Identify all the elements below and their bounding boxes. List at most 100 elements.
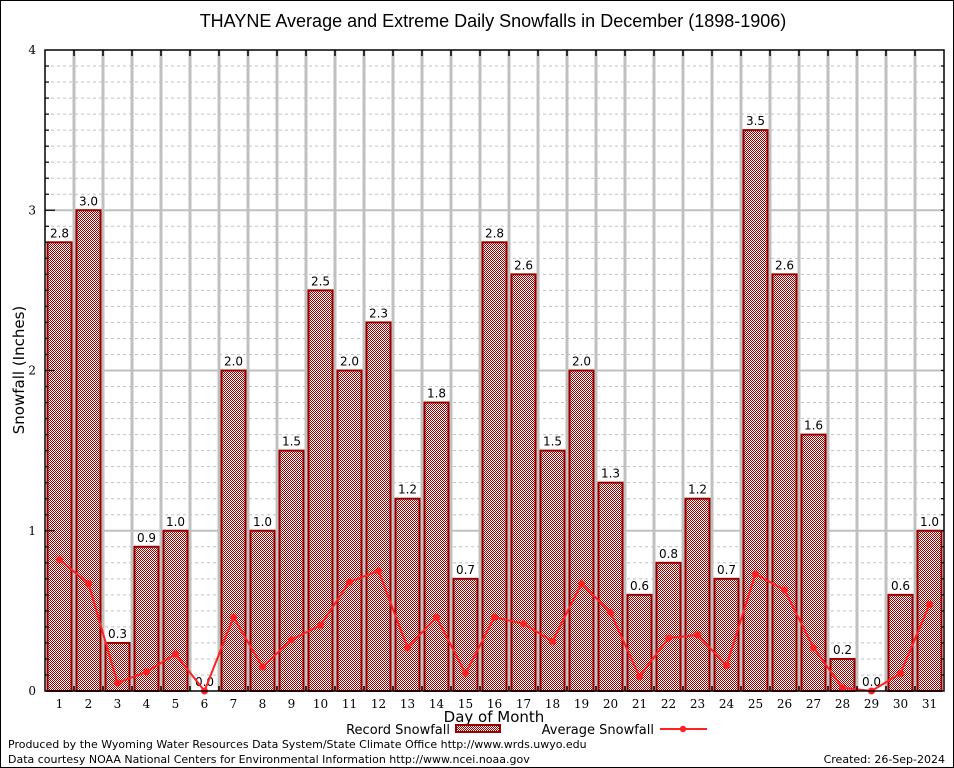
bar-record-day-11 (336, 369, 363, 692)
y-tick-label: 4 (28, 43, 36, 57)
x-tick-label: 18 (545, 697, 560, 711)
x-tick-label: 14 (429, 697, 445, 711)
bar-record-day-13 (394, 497, 421, 693)
bar-label-day-5: 1.0 (166, 515, 185, 529)
bar-label-day-23: 1.2 (688, 483, 707, 497)
x-tick-label: 26 (777, 697, 792, 711)
average-point-day-1 (56, 556, 63, 564)
bar-record-day-2 (75, 209, 102, 692)
x-tick-label: 5 (172, 697, 180, 711)
bar-label-day-22: 0.8 (659, 547, 678, 561)
average-point-day-18 (549, 637, 556, 645)
average-point-day-8 (259, 663, 266, 671)
average-point-day-30 (897, 669, 904, 677)
x-tick-label: 4 (143, 697, 151, 711)
average-point-day-11 (346, 578, 353, 586)
x-tick-label: 9 (288, 697, 296, 711)
x-tick-label: 2 (85, 697, 93, 711)
average-point-day-14 (433, 613, 440, 621)
average-point-day-17 (520, 620, 527, 628)
legend-swatch-record (455, 724, 501, 733)
bar-label-day-12: 2.3 (369, 306, 388, 320)
bar-label-day-18: 1.5 (543, 435, 562, 449)
x-tick-label: 24 (719, 697, 735, 711)
x-axis-label: Day of Month (444, 708, 545, 726)
x-tick-label: 15 (458, 697, 473, 711)
x-tick-label: 10 (313, 697, 328, 711)
average-point-day-22 (665, 634, 672, 642)
average-point-day-23 (694, 631, 701, 639)
average-point-day-31 (926, 600, 933, 608)
x-tick-label: 16 (487, 697, 502, 711)
bar-record-day-20 (597, 481, 624, 692)
bar-record-day-9 (278, 449, 305, 692)
y-axis-label: Snowfall (Inches) (10, 306, 28, 434)
x-tick-label: 20 (603, 697, 618, 711)
bar-label-day-9: 1.5 (282, 435, 301, 449)
bar-label-day-27: 1.6 (804, 419, 823, 433)
y-tick-label: 1 (28, 524, 36, 538)
x-tick-label: 25 (748, 697, 763, 711)
bar-label-day-4: 0.9 (137, 531, 156, 545)
bar-label-day-28: 0.2 (833, 643, 852, 657)
legend-label-average: Average Snowfall (542, 723, 654, 738)
bar-label-day-1: 2.8 (50, 226, 69, 240)
x-tick-label: 29 (864, 697, 879, 711)
average-point-day-2 (85, 580, 92, 588)
bar-label-day-15: 0.7 (456, 563, 475, 577)
average-point-day-24 (723, 661, 730, 669)
bar-label-day-20: 1.3 (601, 467, 620, 481)
bar-label-day-8: 1.0 (253, 515, 272, 529)
x-tick-label: 1 (56, 697, 64, 711)
legend-swatch-average-marker (679, 725, 687, 733)
bar-labels-group: 2.8 3.0 0.3 0.9 1.0 0.0 2.0 1.0 1.5 2.5 2.0 2.3 1.2 1… (50, 114, 939, 689)
bar-label-day-24: 0.7 (717, 563, 736, 577)
x-tick-label: 3 (114, 697, 122, 711)
bar-record-day-16 (481, 241, 508, 693)
bar-record-day-22 (655, 561, 682, 692)
x-ticks-group: 1 2 3 4 5 6 7 8 9 10 11 12 13 14 15 16 17 18 19 20 21 22 23 24 2… (56, 697, 937, 711)
chart-title: THAYNE Average and Extreme Daily Snowfal… (200, 11, 787, 31)
bar-label-day-31: 1.0 (920, 515, 939, 529)
bar-label-day-13: 1.2 (398, 483, 417, 497)
bar-label-day-17: 2.6 (514, 258, 533, 272)
average-point-day-16 (491, 613, 498, 621)
average-point-day-28 (839, 684, 846, 692)
bar-label-day-19: 2.0 (572, 355, 591, 369)
bar-label-day-29: 0.0 (862, 675, 881, 689)
y-tick-label: 3 (28, 203, 36, 217)
average-point-day-19 (578, 580, 585, 588)
bar-record-day-7 (220, 369, 247, 692)
bar-record-day-12 (365, 321, 392, 692)
x-tick-label: 12 (371, 697, 386, 711)
average-point-day-25 (752, 570, 759, 578)
x-tick-label: 8 (259, 697, 267, 711)
bar-label-day-26: 2.6 (775, 258, 794, 272)
x-tick-label: 30 (893, 697, 908, 711)
bar-record-day-14 (423, 401, 450, 692)
x-tick-label: 22 (661, 697, 676, 711)
x-tick-label: 6 (201, 697, 209, 711)
average-point-day-27 (810, 644, 817, 652)
average-point-day-5 (172, 650, 179, 658)
x-tick-label: 28 (835, 697, 850, 711)
bar-record-day-24 (713, 577, 740, 693)
average-point-day-4 (143, 668, 150, 676)
legend: Record Snowfall Average Snowfall (346, 723, 707, 738)
x-tick-label: 21 (632, 697, 647, 711)
bar-label-day-25: 3.5 (746, 114, 765, 128)
average-point-day-10 (317, 621, 324, 629)
x-tick-label: 17 (516, 697, 531, 711)
footer-created: Created: 26-Sep-2024 (824, 753, 945, 766)
bar-label-day-3: 0.3 (108, 627, 127, 641)
bar-label-day-11: 2.0 (340, 355, 359, 369)
bar-record-day-10 (307, 289, 334, 692)
x-tick-label: 11 (342, 697, 357, 711)
average-point-day-26 (781, 586, 788, 594)
bar-record-day-23 (684, 497, 711, 693)
bar-record-day-26 (771, 273, 798, 692)
bar-label-day-30: 0.6 (891, 579, 910, 593)
bar-record-day-18 (539, 449, 566, 692)
y-tick-label: 2 (28, 364, 36, 378)
